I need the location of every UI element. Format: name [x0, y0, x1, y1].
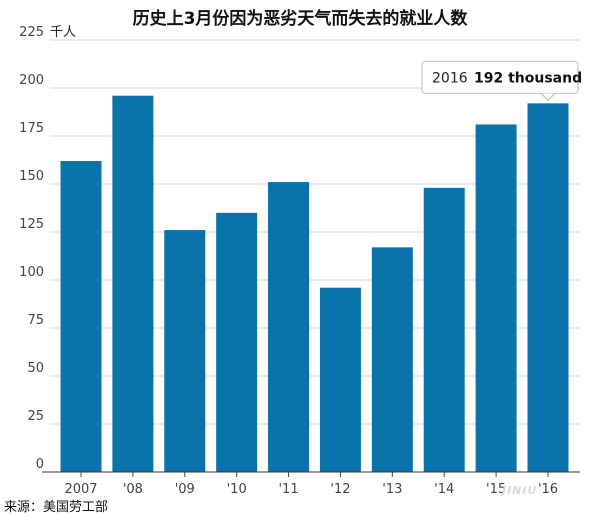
x-tick-label: '14 [434, 482, 454, 497]
bar [527, 103, 569, 473]
watermark: JINIU [502, 484, 538, 497]
tooltip-pointer [540, 93, 556, 102]
y-tick-label: 225 [19, 25, 44, 40]
bar [423, 187, 465, 472]
y-tick-label: 75 [27, 313, 44, 328]
bar [112, 95, 154, 473]
bar [319, 287, 361, 472]
bar [216, 212, 258, 473]
bars [60, 95, 569, 473]
chart-title: 历史上3月份因为恶劣天气而失去的就业人数 [132, 9, 468, 29]
bar [60, 160, 102, 472]
bar [268, 182, 310, 472]
tooltip: 2016 192 thousand [421, 60, 582, 102]
y-tick-label: 125 [19, 217, 44, 232]
tooltip-year: 2016 [432, 70, 468, 86]
tooltip-value: 192 thousand [474, 70, 582, 86]
y-axis-ticks: 0 25 50 75 100 125 150 175 200 225 [19, 25, 44, 472]
y-tick-label: 150 [19, 169, 44, 184]
bar [164, 230, 206, 472]
x-tick-label: '08 [123, 482, 143, 497]
source-note: 来源：美国劳工部 [4, 500, 109, 515]
x-tick-label: 2007 [64, 482, 97, 497]
y-tick-label: 25 [27, 409, 44, 424]
y-tick-label: 100 [19, 265, 44, 280]
y-tick-label: 0 [36, 457, 44, 472]
x-tick-label: '15 [486, 482, 506, 497]
x-tick-label: '13 [382, 482, 402, 497]
tooltip-box [421, 60, 579, 94]
x-tick-label: '09 [175, 482, 195, 497]
x-tick-label: '16 [538, 482, 558, 497]
x-tick-label: '10 [227, 482, 247, 497]
y-axis-unit-label: 千人 [50, 25, 76, 40]
y-tick-label: 200 [19, 73, 44, 88]
x-tick-label: '12 [330, 482, 350, 497]
y-tick-label: 175 [19, 121, 44, 136]
y-tick-label: 50 [27, 361, 44, 376]
bar [475, 124, 517, 472]
x-tick-label: '11 [278, 482, 298, 497]
x-axis-ticks: 2007 '08 '09 '10 '11 '12 '13 '14 '15 '16 [64, 472, 558, 497]
bar [371, 247, 413, 472]
